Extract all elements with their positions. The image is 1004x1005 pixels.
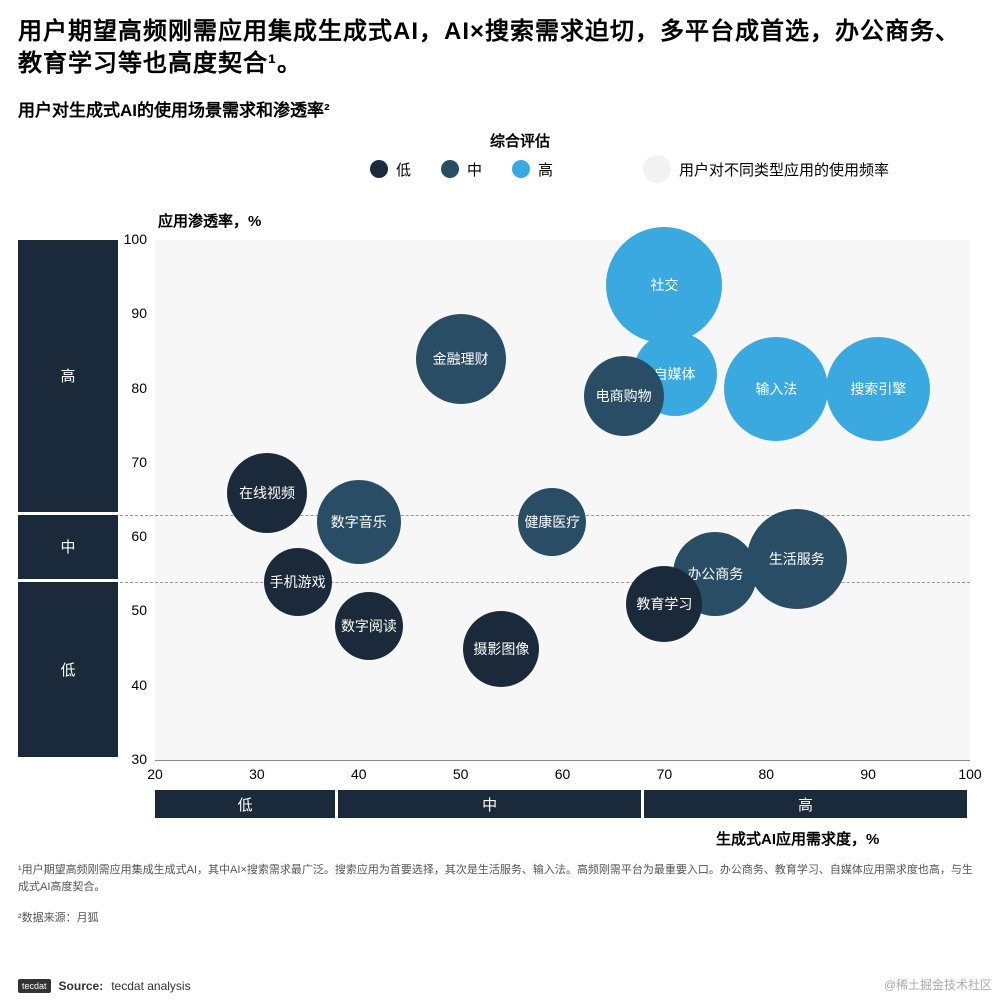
x-tick-label: 80 xyxy=(751,766,781,782)
x-tick-label: 30 xyxy=(242,766,272,782)
tecdat-logo: tecdat xyxy=(18,979,51,993)
x-tick-label: 70 xyxy=(649,766,679,782)
y-band: 低 xyxy=(18,582,118,757)
bubble: 健康医疗 xyxy=(518,488,586,556)
bubble: 摄影图像 xyxy=(463,611,539,687)
bubble: 教育学习 xyxy=(626,566,702,642)
legend-label-mid: 中 xyxy=(467,159,482,180)
x-band: 低 xyxy=(155,790,335,818)
legend-size-circle xyxy=(643,155,671,183)
x-tick-label: 90 xyxy=(853,766,883,782)
x-axis-title: 生成式AI应用需求度，% xyxy=(716,828,879,849)
legend-dot-high xyxy=(512,160,530,178)
source-value: tecdat analysis xyxy=(111,979,190,993)
x-band: 中 xyxy=(338,790,641,818)
x-tick-label: 40 xyxy=(344,766,374,782)
footnote-1: ¹用户期望高频刚需应用集成生成式AI，其中AI×搜索需求最广泛。搜索应用为首要选… xyxy=(18,862,978,895)
bubble: 金融理财 xyxy=(416,314,506,404)
bubble: 电商购物 xyxy=(584,356,664,436)
y-tick-label: 80 xyxy=(117,380,147,396)
x-band: 高 xyxy=(644,790,967,818)
y-tick-label: 100 xyxy=(117,231,147,247)
legend-size: 用户对不同类型应用的使用频率 xyxy=(643,155,889,183)
y-axis-title: 应用渗透率，% xyxy=(158,210,261,231)
dashed-ref-line xyxy=(115,582,970,583)
watermark: @稀土掘金技术社区 xyxy=(884,976,992,993)
y-band: 高 xyxy=(18,240,118,512)
legend: 低 中 高 用户对不同类型应用的使用频率 xyxy=(370,155,990,183)
y-tick-label: 30 xyxy=(117,751,147,767)
bubble: 数字阅读 xyxy=(335,592,403,660)
legend-group-title: 综合评估 xyxy=(490,130,550,151)
legend-dot-mid xyxy=(441,160,459,178)
legend-label-high: 高 xyxy=(538,159,553,180)
y-tick-label: 60 xyxy=(117,528,147,544)
y-tick-label: 90 xyxy=(117,305,147,321)
legend-level-high: 高 xyxy=(512,159,553,180)
legend-label-low: 低 xyxy=(396,159,411,180)
x-tick-label: 50 xyxy=(446,766,476,782)
bubble: 在线视频 xyxy=(227,453,307,533)
legend-level-low: 低 xyxy=(370,159,411,180)
legend-dot-low xyxy=(370,160,388,178)
y-tick-label: 50 xyxy=(117,602,147,618)
bubble: 输入法 xyxy=(724,337,828,441)
bubble: 生活服务 xyxy=(747,509,847,609)
x-tick-label: 100 xyxy=(955,766,985,782)
legend-level-mid: 中 xyxy=(441,159,482,180)
bubble: 社交 xyxy=(606,227,722,343)
source-row: tecdat Source: tecdat analysis xyxy=(18,979,191,993)
bubble: 搜索引擎 xyxy=(826,337,930,441)
bubble: 手机游戏 xyxy=(264,548,332,616)
x-tick-label: 20 xyxy=(140,766,170,782)
subtitle: 用户对生成式AI的使用场景需求和渗透率² xyxy=(18,96,330,121)
footnote-2: ²数据来源：月狐 xyxy=(18,910,978,927)
bubble: 数字音乐 xyxy=(317,480,401,564)
x-tick-label: 60 xyxy=(548,766,578,782)
legend-size-label: 用户对不同类型应用的使用频率 xyxy=(679,159,889,180)
y-tick-label: 70 xyxy=(117,454,147,470)
source-label: Source: xyxy=(59,979,104,993)
y-tick-label: 40 xyxy=(117,677,147,693)
main-title: 用户期望高频刚需应用集成生成式AI，AI×搜索需求迫切，多平台成首选，办公商务、… xyxy=(18,16,978,81)
x-axis-line xyxy=(155,760,970,761)
y-band: 中 xyxy=(18,515,118,579)
